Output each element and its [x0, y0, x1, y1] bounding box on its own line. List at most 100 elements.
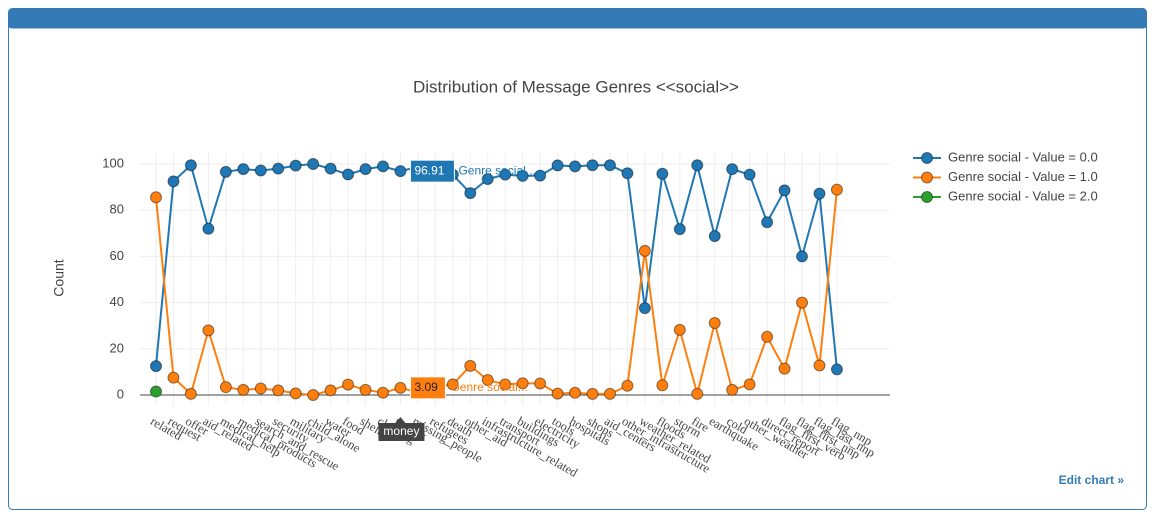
- point: [376, 160, 389, 173]
- point: [726, 163, 739, 176]
- point: [796, 250, 809, 263]
- legend-label: Genre social - Value = 0.0: [948, 149, 1098, 164]
- point: [499, 378, 512, 391]
- point: [237, 383, 250, 396]
- point: [813, 359, 826, 372]
- point: [743, 168, 756, 181]
- point: [359, 383, 372, 396]
- chart-title: Distribution of Message Genres <<social>…: [413, 77, 739, 96]
- y-tick-label: 40: [110, 294, 124, 309]
- panel-header: [8, 8, 1147, 29]
- point: [708, 230, 721, 243]
- legend-marker: [921, 152, 933, 164]
- point: [307, 389, 320, 402]
- point: [656, 379, 669, 392]
- point: [237, 163, 250, 176]
- hover-axis-box: [378, 417, 425, 441]
- point: [830, 183, 843, 196]
- series-line: [155, 189, 838, 398]
- point: [184, 159, 197, 172]
- legend-label: Genre social - Value = 1.0: [948, 169, 1098, 184]
- point: [167, 175, 180, 188]
- point: [586, 387, 599, 400]
- point: [796, 296, 809, 309]
- point: [534, 377, 547, 390]
- edit-chart-link[interactable]: Edit chart »: [1059, 473, 1125, 487]
- point: [778, 362, 791, 375]
- point: [481, 373, 494, 386]
- series-line: [155, 161, 838, 370]
- point: [621, 167, 634, 180]
- point: [272, 384, 285, 397]
- point: [202, 324, 215, 337]
- point: [726, 383, 739, 396]
- point: [761, 216, 774, 229]
- point: [254, 164, 267, 177]
- point: [359, 163, 372, 176]
- point: [499, 168, 512, 181]
- point: [342, 168, 355, 181]
- point: [167, 371, 180, 384]
- point: [621, 379, 634, 392]
- y-tick-label: 20: [110, 340, 124, 355]
- point: [307, 158, 320, 171]
- point: [446, 378, 459, 391]
- hover-value: 96.91: [414, 163, 444, 177]
- hover-series: Genre social...: [458, 163, 535, 177]
- y-tick-label: 60: [110, 248, 124, 263]
- point: [603, 387, 616, 400]
- y-tick-label: 80: [110, 202, 124, 217]
- point: [202, 222, 215, 235]
- point: [691, 159, 704, 172]
- point: [464, 187, 477, 200]
- legend-label: Genre social - Value = 2.0: [948, 188, 1098, 203]
- point: [150, 360, 162, 373]
- point: [464, 359, 477, 372]
- point: [761, 330, 774, 343]
- point: [551, 159, 564, 172]
- point: [150, 191, 162, 204]
- hover-value: 3.09: [414, 380, 438, 394]
- point: [708, 316, 721, 329]
- y-axis-title: Count: [51, 259, 67, 296]
- hover-box: [409, 159, 455, 183]
- point: [673, 223, 686, 236]
- point: [289, 387, 302, 400]
- point: [813, 187, 826, 200]
- point: [184, 387, 197, 400]
- point: [342, 378, 355, 391]
- y-tick-label: 100: [102, 155, 124, 170]
- point: [551, 387, 564, 400]
- point: [394, 165, 407, 178]
- y-tick-label: 0: [117, 386, 124, 401]
- point: [394, 381, 407, 394]
- hover-box: [409, 376, 446, 400]
- point: [516, 377, 529, 390]
- point: [603, 159, 616, 172]
- point: [743, 378, 756, 391]
- point: [569, 386, 582, 399]
- point: [516, 169, 529, 182]
- point: [586, 159, 599, 172]
- point: [324, 384, 337, 397]
- point: [656, 167, 669, 180]
- point: [150, 385, 162, 398]
- point: [254, 382, 267, 395]
- hover-series: Genre social...: [450, 380, 527, 394]
- point: [638, 244, 651, 257]
- point: [219, 165, 232, 178]
- point: [830, 363, 843, 376]
- point: [534, 169, 547, 182]
- point: [272, 162, 285, 175]
- point: [324, 162, 337, 175]
- point: [376, 386, 389, 399]
- point: [673, 323, 686, 336]
- point: [778, 184, 791, 197]
- point: [481, 173, 494, 186]
- legend-marker: [921, 191, 933, 203]
- point: [289, 159, 302, 172]
- point: [219, 381, 232, 394]
- legend-marker: [921, 171, 933, 184]
- hover-category: money: [383, 424, 419, 438]
